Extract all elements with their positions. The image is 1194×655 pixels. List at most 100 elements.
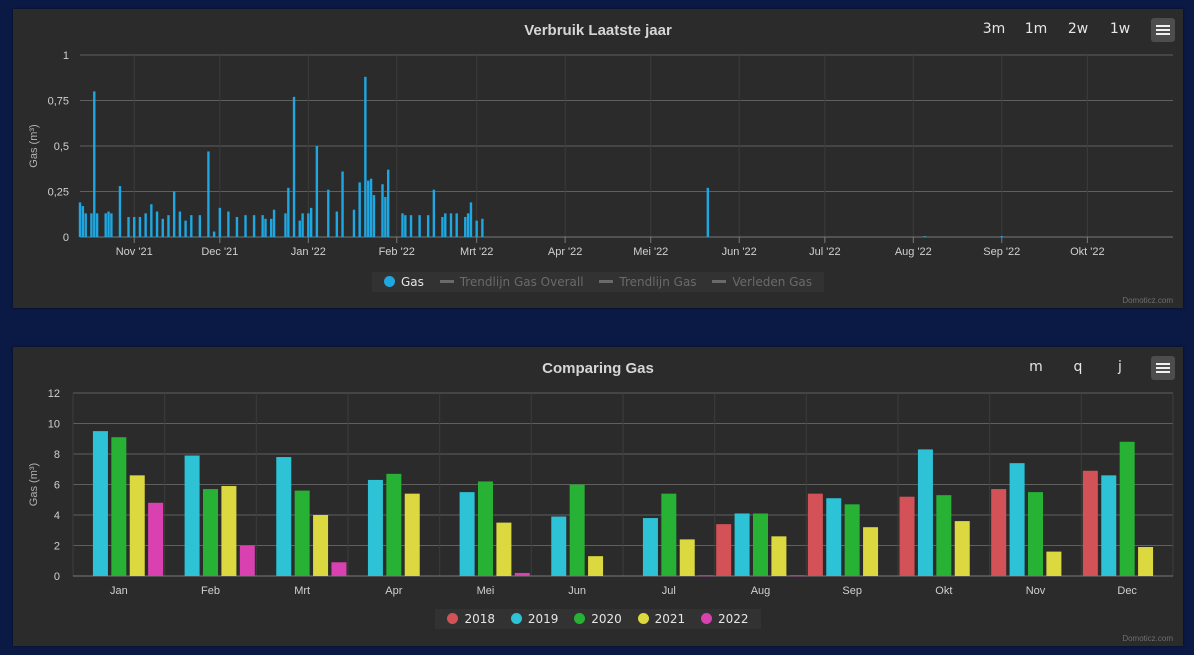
- gas-bar: [444, 213, 447, 237]
- gas-bar: [301, 213, 304, 237]
- gas-bar: [307, 213, 310, 237]
- daily-gas-chart: 0 0,25 0,5 0,75 1 Nov '21 Dec '21 Jan '22 Feb '2…: [28, 50, 1173, 258]
- legend-item-past[interactable]: Verleden Gas: [712, 275, 812, 289]
- bar-2020: [661, 493, 677, 576]
- gas-bar: [184, 220, 187, 237]
- gas-bar: [401, 213, 404, 237]
- gas-bar: [127, 216, 130, 237]
- legend-line-marker: [439, 280, 454, 283]
- bar-2019: [367, 479, 383, 576]
- range-1m-button[interactable]: 1m: [1024, 21, 1048, 37]
- bar-2019: [642, 518, 658, 576]
- legend-line-marker: [712, 280, 727, 283]
- y-tick-label: 10: [48, 419, 60, 431]
- bar-2020: [1028, 492, 1043, 576]
- range-1w-button[interactable]: 1w: [1109, 21, 1131, 37]
- x-tick-label: Sep: [842, 585, 862, 597]
- gas-bar: [367, 180, 370, 237]
- bar-2021: [221, 486, 237, 576]
- legend-line-marker: [599, 280, 614, 283]
- x-tick-label: Mrt: [294, 585, 310, 597]
- gas-bar: [364, 76, 367, 237]
- bar-2019: [917, 449, 933, 576]
- chart-menu-button[interactable]: [1151, 356, 1175, 380]
- legend-item-2021[interactable]: 2021: [637, 612, 686, 626]
- gas-bar: [161, 218, 164, 237]
- legend-label: 2018: [464, 612, 496, 626]
- bar-2018: [991, 489, 1007, 576]
- chart-menu-button[interactable]: [1151, 18, 1175, 42]
- gas-bar: [207, 151, 210, 237]
- gas-bar: [923, 236, 926, 237]
- gas-bar: [335, 211, 339, 237]
- gas-bar: [107, 211, 110, 237]
- bar-2021: [679, 539, 695, 576]
- gas-bar: [270, 218, 273, 237]
- bar-2019: [826, 498, 842, 576]
- gas-bar: [426, 215, 430, 237]
- y-tick-label: 0,5: [54, 141, 69, 153]
- gas-bar: [358, 182, 361, 237]
- bar-2022: [789, 575, 805, 577]
- gas-bar: [418, 215, 421, 237]
- gas-bar: [292, 96, 296, 237]
- y-tick-label: 12: [48, 388, 60, 400]
- chart-legend: 2018 2019 2020 2021 2022: [13, 609, 1183, 629]
- range-month-button[interactable]: m: [1029, 359, 1043, 375]
- range-year-button[interactable]: j: [1118, 359, 1122, 375]
- bar-2021: [496, 522, 512, 576]
- bar-2019: [184, 455, 200, 576]
- gas-bar: [110, 213, 113, 237]
- legend-item-2020[interactable]: 2020: [574, 612, 622, 626]
- credit-link[interactable]: Domoticz.com: [1122, 296, 1173, 305]
- legend-item-2019[interactable]: 2019: [510, 612, 558, 626]
- gas-bar: [464, 216, 467, 237]
- gas-bar: [309, 207, 313, 237]
- y-axis-label: Gas (m³): [28, 124, 40, 167]
- x-tick-label: Aug '22: [895, 246, 932, 258]
- gas-bar: [198, 215, 202, 237]
- credit-link[interactable]: Domoticz.com: [1122, 634, 1173, 643]
- bar-2020: [294, 490, 310, 576]
- gas-bar: [244, 215, 247, 237]
- y-tick-label: 0: [63, 232, 69, 244]
- bar-2021: [1138, 547, 1154, 576]
- legend-item-2018[interactable]: 2018: [447, 612, 495, 626]
- bar-2019: [551, 516, 567, 576]
- bar-2021: [771, 536, 787, 576]
- legend-label: 2021: [654, 612, 686, 626]
- bar-2020: [753, 513, 768, 576]
- gas-bar: [81, 206, 85, 237]
- comparing-gas-chart: 0 2 4 6 8 10 12 Jan Feb Mrt Apr Mei Jun Jul Aug Sep Okt N…: [28, 388, 1174, 597]
- range-3m-button[interactable]: 3m: [982, 21, 1006, 37]
- legend-item-gas[interactable]: Gas: [383, 275, 424, 289]
- gas-bar: [190, 215, 193, 237]
- x-tick-label: Sep '22: [983, 246, 1020, 258]
- bar-2018: [1082, 470, 1098, 576]
- y-tick-label: 6: [54, 480, 60, 492]
- legend-label: Trendlijn Gas Overall: [459, 275, 584, 289]
- legend-item-trend-overall[interactable]: Trendlijn Gas Overall: [439, 275, 584, 289]
- legend-dot: [447, 613, 459, 624]
- bar-2018: [716, 524, 732, 576]
- x-tick-label: Mrt '22: [460, 246, 493, 258]
- gas-bar: [352, 209, 356, 237]
- gas-bar: [404, 215, 407, 237]
- gas-bar: [287, 187, 290, 237]
- bar-2020: [478, 481, 493, 576]
- gas-bar: [409, 215, 413, 237]
- range-quarter-button[interactable]: q: [1073, 359, 1083, 375]
- gas-bar: [95, 213, 99, 237]
- gas-bar: [150, 204, 153, 237]
- range-2w-button[interactable]: 2w: [1067, 21, 1089, 37]
- daily-gas-chart-panel: 0 0,25 0,5 0,75 1 Nov '21 Dec '21 Jan '22 Feb '2…: [13, 9, 1183, 308]
- legend-dot: [637, 613, 649, 624]
- gas-bar: [252, 215, 256, 237]
- bar-2021: [954, 521, 970, 576]
- bar-2020: [569, 484, 585, 576]
- legend-item-2022[interactable]: 2022: [700, 612, 749, 626]
- legend-label: Gas: [400, 275, 424, 289]
- legend-item-trend[interactable]: Trendlijn Gas: [599, 275, 697, 289]
- bar-2020: [111, 437, 127, 576]
- bar-2021: [313, 515, 329, 576]
